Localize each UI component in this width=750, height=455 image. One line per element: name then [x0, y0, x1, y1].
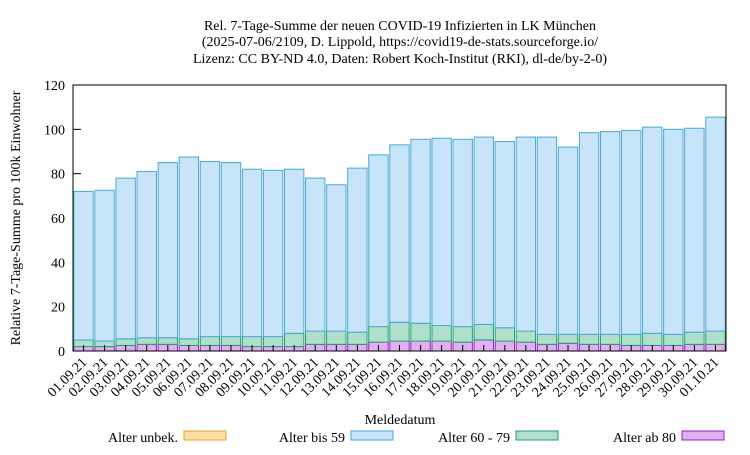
bar-segment: [283, 168, 305, 334]
bar-segment: [326, 330, 347, 345]
bar-segment: [389, 321, 410, 342]
bar-segment: [515, 136, 537, 332]
bar-segment: [347, 331, 368, 345]
bar-segment: [494, 327, 516, 342]
bar-segment: [220, 336, 242, 346]
bar-segment: [368, 326, 389, 343]
bar-segment: [452, 326, 473, 343]
legend-swatch: [515, 430, 559, 441]
x-axis-label: Meldedatum: [365, 413, 436, 428]
bar-segment: [136, 337, 157, 345]
y-tick-label: 60: [51, 212, 65, 227]
bar-segment: [431, 137, 452, 327]
bar-segment: [536, 333, 558, 345]
bar-segment: [262, 169, 284, 338]
bar-segment: [515, 330, 537, 343]
bar-segment: [473, 323, 494, 341]
legend-swatch: [350, 430, 394, 441]
legend-label: Alter bis 59: [279, 431, 345, 446]
bar-segment: [73, 190, 94, 341]
bar-segment: [199, 336, 221, 346]
bar-segment: [305, 177, 326, 332]
bar-segment: [557, 146, 579, 335]
legend-label: Alter ab 80: [613, 431, 676, 446]
bar-segment: [241, 168, 263, 338]
bar-segment: [663, 128, 684, 335]
bar-segment: [663, 333, 684, 346]
bar-segment: [621, 129, 642, 335]
legend-swatch: [681, 430, 725, 441]
bar-segment: [94, 189, 115, 342]
bar-segment: [473, 136, 494, 325]
bar-segment: [136, 170, 157, 339]
plot-frame: [72, 84, 727, 352]
y-tick-label: 80: [51, 168, 65, 183]
bar-segment: [305, 330, 326, 345]
chart-title: (2025-07-06/2109, D. Lippold, https://co…: [202, 35, 598, 50]
y-tick-label: 0: [58, 345, 65, 360]
bar-segment: [178, 156, 200, 340]
bar-segment: [347, 167, 368, 333]
bar-segment: [578, 333, 600, 345]
legend-label: Alter unbek.: [108, 431, 178, 446]
bar-segment: [431, 325, 452, 342]
bar-segment: [642, 332, 663, 346]
y-tick-label: 100: [44, 123, 65, 138]
bar-segment: [410, 138, 431, 324]
bar-segment: [494, 141, 516, 329]
y-tick-label: 20: [51, 301, 65, 316]
bar-segment: [220, 162, 242, 338]
bar-segment: [599, 131, 621, 335]
bar-segment: [326, 184, 347, 332]
chart-title: Lizenz: CC BY-ND 4.0, Daten: Robert Koch…: [193, 52, 607, 67]
bar-segment: [157, 337, 178, 345]
bar-segment: [684, 127, 705, 333]
bar-segment: [452, 138, 473, 328]
bar-segment: [705, 116, 726, 332]
bar-segment: [157, 162, 178, 339]
y-tick-label: 40: [51, 256, 65, 271]
bar-segment: [115, 177, 136, 340]
chart-title: Rel. 7-Tage-Summe der neuen COVID-19 Inf…: [204, 19, 596, 34]
bar-segment: [283, 332, 305, 348]
bar-segment: [599, 333, 621, 345]
bar-segment: [178, 338, 200, 346]
bar-segment: [410, 322, 431, 342]
bar-segment: [705, 330, 726, 345]
y-tick-label: 120: [44, 79, 65, 94]
bar-segment: [642, 126, 663, 334]
bar-segment: [199, 160, 221, 338]
bar-segment: [557, 333, 579, 344]
bar-segment: [389, 144, 410, 323]
legend-label: Alter 60 - 79: [438, 431, 510, 446]
y-axis-label: Relative 7-Tage-Summe pro 100k Einwohner: [9, 90, 24, 345]
bar-segment: [536, 136, 558, 335]
legend-swatch: [183, 430, 227, 441]
bar-segment: [115, 338, 136, 346]
bar-segment: [684, 331, 705, 345]
bar-segment: [368, 154, 389, 328]
bar-segment: [578, 132, 600, 335]
bar-segment: [621, 333, 642, 346]
